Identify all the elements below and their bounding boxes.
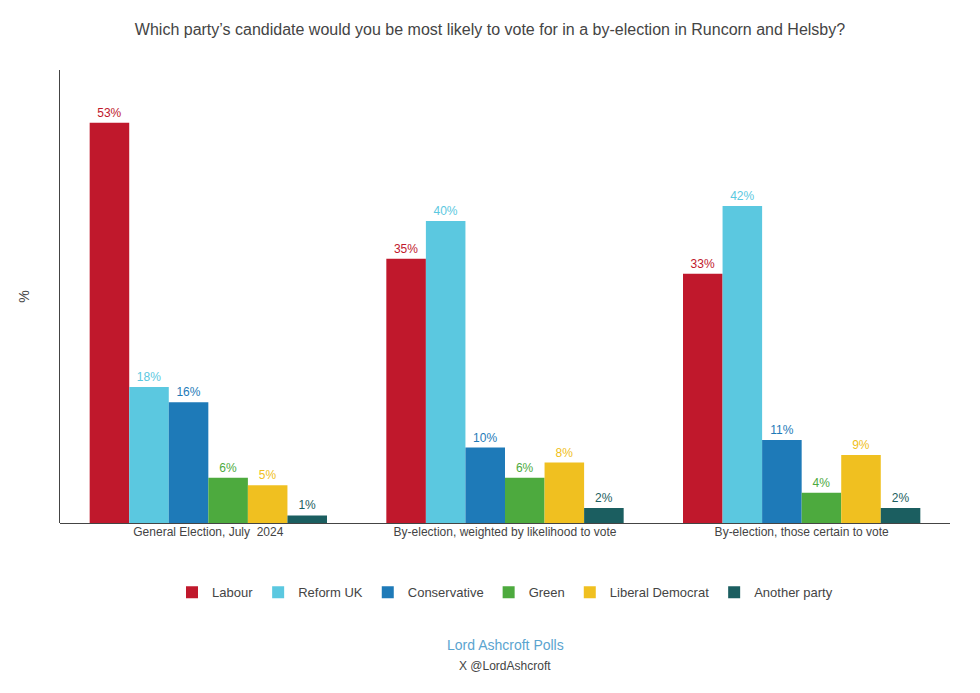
svg-text:%: % — [16, 290, 32, 302]
svg-text:11%: 11% — [770, 423, 793, 437]
svg-text:Liberal Democrat: Liberal Democrat — [610, 585, 709, 600]
svg-text:Labour: Labour — [212, 585, 253, 600]
svg-text:Reform UK: Reform UK — [298, 585, 363, 600]
svg-text:16%: 16% — [176, 385, 200, 399]
svg-text:By-election, those certain to: By-election, those certain to vote — [715, 525, 889, 539]
svg-text:42%: 42% — [730, 189, 754, 203]
svg-text:Lord Ashcroft Polls: Lord Ashcroft Polls — [447, 637, 564, 653]
svg-text:10%: 10% — [473, 431, 497, 445]
svg-text:Conservative: Conservative — [408, 585, 484, 600]
svg-text:6%: 6% — [219, 461, 237, 475]
svg-text:40%: 40% — [433, 204, 457, 218]
svg-text:2%: 2% — [892, 491, 910, 505]
svg-text:1%: 1% — [298, 498, 316, 512]
svg-text:2%: 2% — [595, 491, 613, 505]
svg-text:53%: 53% — [97, 106, 121, 120]
svg-text:Green: Green — [529, 585, 565, 600]
svg-text:Another party: Another party — [754, 585, 833, 600]
svg-text:Which party’s candidate would: Which party’s candidate would you be mos… — [135, 21, 845, 38]
svg-text:5%: 5% — [259, 468, 277, 482]
svg-text:6%: 6% — [516, 461, 534, 475]
svg-text:33%: 33% — [691, 257, 715, 271]
svg-text:9%: 9% — [852, 438, 870, 452]
svg-text:35%: 35% — [394, 242, 418, 256]
svg-text:4%: 4% — [813, 476, 831, 490]
svg-text:8%: 8% — [555, 446, 573, 460]
svg-text:X @LordAshcroft: X @LordAshcroft — [459, 659, 551, 673]
svg-text:By-election, weighted by likel: By-election, weighted by likelihood to v… — [394, 525, 617, 539]
svg-text:General Election, July 2024: General Election, July 2024 — [133, 525, 283, 539]
svg-text:18%: 18% — [137, 370, 161, 384]
